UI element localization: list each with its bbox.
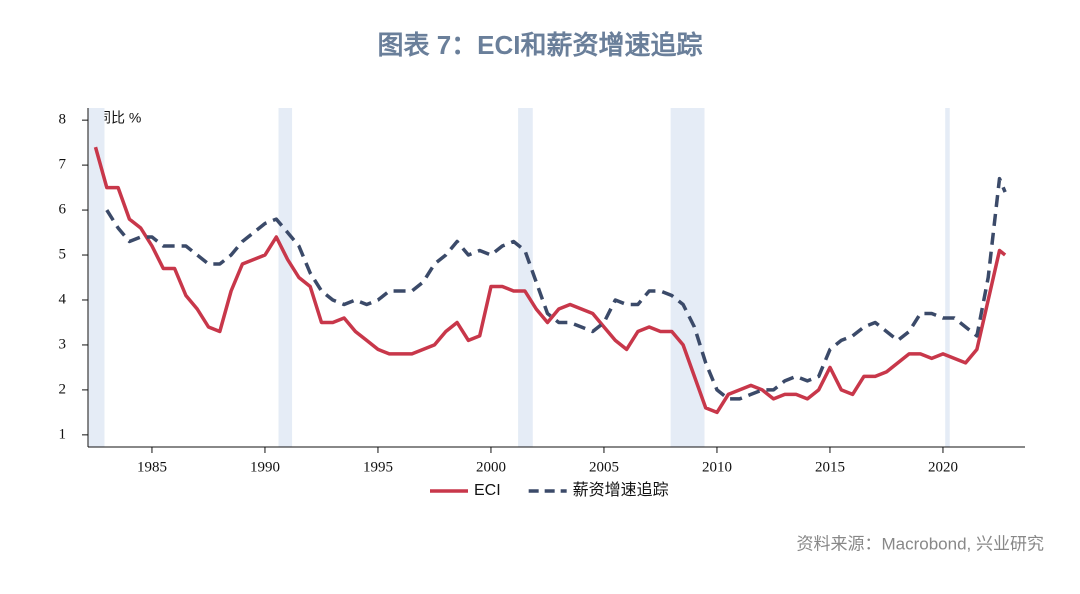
y-tick-label: 5 — [59, 246, 67, 262]
y-tick-label: 3 — [59, 336, 67, 352]
shaded-period — [670, 108, 705, 447]
x-tick-label: 1985 — [137, 459, 167, 475]
x-tick-label: 2005 — [589, 459, 619, 475]
x-tick-label: 1995 — [363, 459, 393, 475]
source: 资料来源：Macrobond, 兴业研究 — [797, 534, 1045, 553]
line-series — [93, 146, 1007, 415]
y-tick-label: 6 — [59, 201, 67, 217]
shaded-period — [945, 108, 950, 447]
x-tick-label: 2020 — [928, 459, 958, 475]
y-axis-label: 同比 % — [97, 110, 141, 126]
x-tick-label: 2000 — [476, 459, 506, 475]
y-tick-label: 2 — [59, 381, 67, 397]
y-tick-label: 1 — [59, 426, 67, 442]
y-tick-label: 8 — [59, 112, 67, 128]
shaded-period — [518, 108, 533, 447]
legend-label: 薪资增速追踪 — [573, 481, 669, 499]
x-tick-label: 1990 — [250, 459, 280, 475]
y-tick-label: 4 — [59, 291, 67, 307]
y-tick-label: 7 — [59, 157, 67, 173]
shaded-period — [88, 108, 105, 447]
shaded-period — [278, 108, 293, 447]
x-tick-label: 2015 — [815, 459, 845, 475]
line-series — [105, 176, 1007, 401]
chart-title: 图表 7：ECI和薪资增速追踪 — [377, 30, 702, 60]
legend-label: ECI — [474, 482, 501, 499]
x-tick-label: 2010 — [702, 459, 732, 475]
